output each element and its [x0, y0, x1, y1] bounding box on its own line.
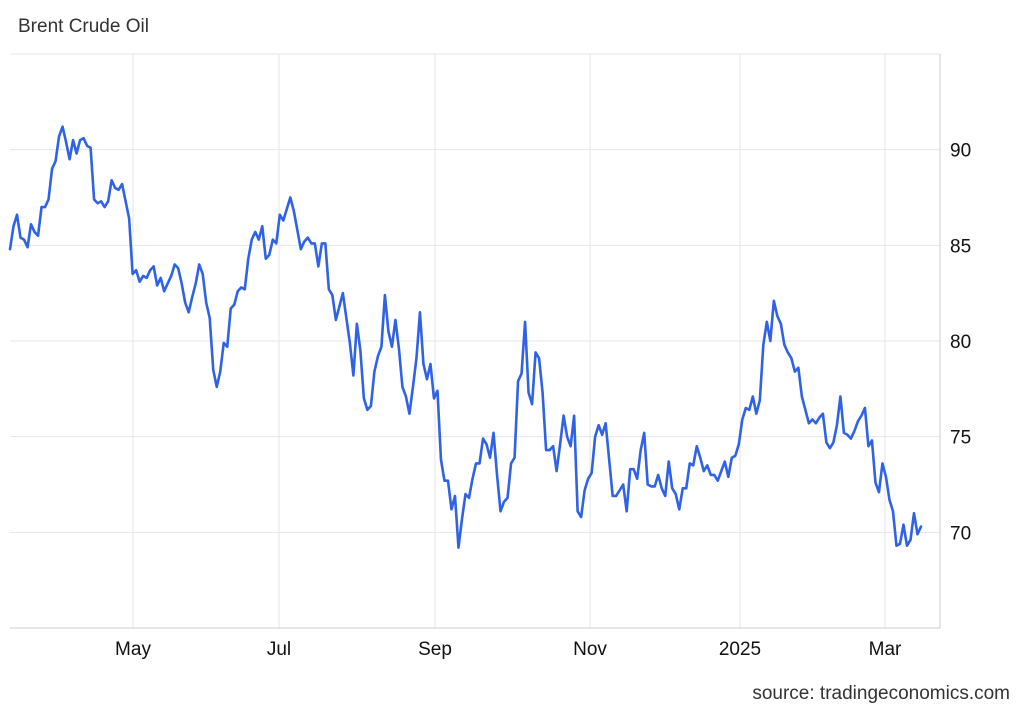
x-axis-ticks: May Jul Sep Nov 2025 Mar: [115, 639, 902, 660]
series-group: [8, 125, 923, 549]
x-tick-label: Sep: [418, 639, 452, 660]
x-tick-label: May: [115, 639, 151, 660]
series-line: [8, 125, 923, 549]
y-axis-ticks: 70 75 80 85 90: [950, 141, 971, 545]
y-tick-label: 85: [950, 236, 971, 257]
source-credit: source: tradingeconomics.com: [752, 683, 1010, 704]
y-tick-label: 80: [950, 332, 971, 353]
y-tick-label: 90: [950, 141, 971, 162]
x-tick-label: Mar: [869, 639, 902, 660]
y-tick-label: 75: [950, 428, 971, 449]
y-tick-label: 70: [950, 523, 971, 544]
x-tick-label: 2025: [719, 639, 761, 660]
x-tick-label: Jul: [267, 639, 291, 660]
grid-lines: [10, 53, 941, 629]
x-tick-label: Nov: [573, 639, 607, 660]
chart-title: Brent Crude Oil: [18, 16, 149, 37]
